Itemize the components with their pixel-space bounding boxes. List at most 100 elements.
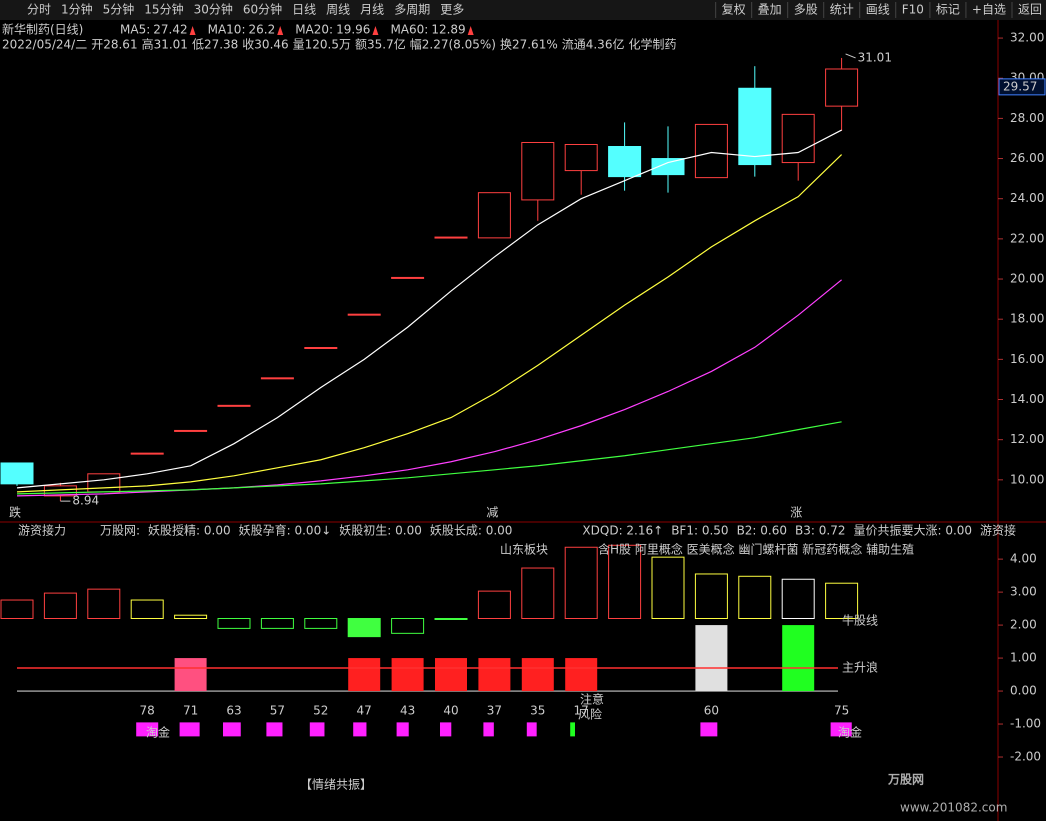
price-marker-box (998, 78, 1046, 96)
legend-value: 26.2 (248, 23, 275, 37)
legend-arrow (372, 26, 379, 35)
toolbar-button[interactable]: 多股 (794, 3, 818, 17)
candle-body (130, 452, 164, 455)
strength-bar (309, 722, 325, 737)
y-tick-label: 24.00 (1010, 191, 1044, 205)
panel-text: 风险 (578, 707, 602, 722)
signal-column (782, 625, 815, 692)
y-tick-label: 28.00 (1010, 111, 1044, 125)
signal-column (565, 658, 598, 692)
toolbar-button[interactable]: 叠加 (758, 3, 782, 17)
period-tab[interactable]: 30分钟 (194, 2, 233, 17)
indicator-box (174, 614, 208, 619)
period-tab[interactable]: 日线 (292, 3, 316, 17)
toolbar-button[interactable]: 返回 (1018, 3, 1042, 17)
y-tick-label: -2.00 (1010, 750, 1041, 764)
strength-bar (179, 722, 200, 737)
indicator-box (0, 599, 34, 619)
indicator-box (477, 590, 511, 619)
toolbar (0, 0, 1046, 20)
legend-name: MA10: (208, 23, 246, 37)
signal-column (695, 625, 728, 692)
indicator-box (43, 592, 77, 619)
strength-label: 63 (226, 703, 241, 717)
y-tick-label: 18.00 (1010, 312, 1044, 326)
y-tick-label: 4.00 (1010, 552, 1037, 566)
period-tab[interactable]: 月线 (360, 3, 384, 17)
indicator-box (347, 617, 381, 638)
strength-bar (353, 722, 367, 737)
indicator-legend: 妖股孕育: 0.00↓ (239, 523, 332, 538)
y-tick-label: 22.00 (1010, 231, 1044, 245)
indicator-box (521, 567, 555, 619)
indicator-box (825, 582, 859, 619)
indicator-box (217, 617, 251, 629)
legend-value: 12.89 (431, 23, 465, 37)
indicator-legend: 妖股长成: 0.00 (430, 524, 513, 538)
legend-name: MA20: (295, 23, 333, 37)
indicator-box (781, 578, 815, 619)
y-tick-label: 10.00 (1010, 472, 1044, 486)
period-tab[interactable]: 分时 (27, 3, 51, 17)
signal-label: 涨 (790, 505, 802, 520)
candle-body (651, 158, 685, 176)
candle-body (434, 236, 468, 239)
y-tick-label: 2.00 (1010, 618, 1037, 632)
y-tick-label: 16.00 (1010, 352, 1044, 366)
quote-item: 幅2.27(8.05%) (410, 37, 496, 52)
panel-text: 淘金 (146, 725, 170, 740)
toolbar-button[interactable]: F10 (902, 3, 924, 17)
candle-body (0, 462, 34, 485)
period-tab[interactable]: 周线 (326, 3, 350, 17)
strength-bar (266, 722, 283, 737)
toolbar-button[interactable]: 标记 (936, 3, 960, 17)
indicator-box (434, 617, 468, 620)
ma-line (16, 421, 842, 495)
candle-body (825, 68, 859, 107)
indicator-box (694, 573, 728, 619)
panel-text: 牛股线 (842, 613, 878, 628)
indicator-box (260, 617, 294, 629)
legend-arrow (467, 26, 474, 35)
y-tick-label: 0.00 (1010, 684, 1037, 698)
strength-bar (223, 722, 241, 737)
candle-body (477, 192, 511, 239)
ma-line (16, 154, 843, 493)
price-marker: 29.57 (1003, 79, 1037, 93)
period-tab[interactable]: 更多 (440, 3, 464, 17)
period-tab[interactable]: 5分钟 (103, 2, 135, 17)
indicator-box (608, 544, 642, 619)
toolbar-button[interactable]: 复权 (722, 3, 746, 17)
toolbar-button[interactable]: 画线 (866, 3, 890, 17)
period-tab[interactable]: 15分钟 (144, 2, 183, 17)
signal-label: 减 (486, 506, 498, 520)
quote-item: 开28.61 (91, 38, 137, 52)
legend-name: MA5: (120, 23, 150, 37)
candle-body (304, 347, 338, 350)
stock-title: 新华制药(日线) (2, 22, 83, 37)
y-tick-label: 3.00 (1010, 585, 1037, 599)
quote-item: 量120.5万 (293, 38, 351, 52)
strength-label: 71 (183, 703, 198, 717)
legend-value: 27.42 (153, 23, 187, 37)
ma-line (16, 129, 842, 489)
quote-item: 额35.7亿 (355, 37, 406, 52)
indicator-box (304, 617, 338, 629)
quote-item: 收30.46 (242, 38, 288, 52)
signal-column (435, 658, 467, 692)
toolbar-button[interactable]: +自选 (972, 3, 1006, 17)
quote-item: 化学制药 (628, 37, 676, 52)
indicator-box (564, 546, 598, 619)
toolbar-button[interactable]: 统计 (830, 3, 854, 17)
quote-item: 低27.38 (192, 38, 238, 52)
signal-column (348, 658, 381, 692)
strength-label: 17 (574, 703, 589, 717)
low-marker: 8.94 (72, 494, 99, 508)
y-tick-label: 12.00 (1010, 432, 1044, 446)
period-tab[interactable]: 多周期 (394, 3, 430, 17)
period-tab[interactable]: 1分钟 (61, 2, 93, 17)
strength-bar (136, 722, 159, 737)
indicator-legend: B3: 0.72 (795, 524, 845, 538)
period-tab[interactable]: 60分钟 (243, 2, 282, 17)
